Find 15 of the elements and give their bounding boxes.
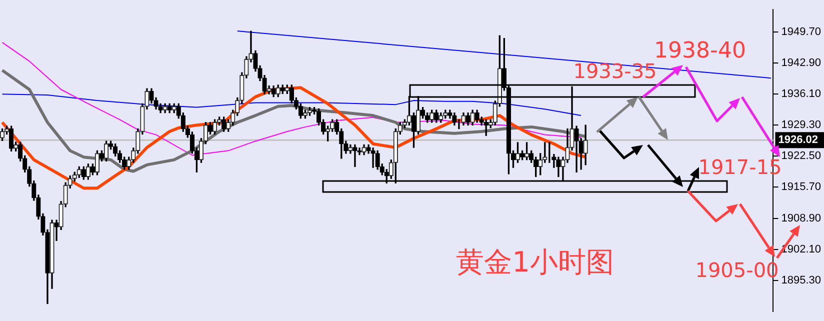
annotation: 黄金1小时图 — [456, 245, 614, 278]
annotation: 1938-40 — [654, 38, 746, 64]
y-tick-label: 1915.70 — [781, 181, 822, 194]
candlestick — [370, 148, 376, 168]
y-tick-label: 1936.10 — [781, 88, 822, 100]
candlestick — [352, 144, 358, 167]
y-tick-label: 1922.50 — [781, 150, 822, 162]
y-tick-label: 1929.30 — [781, 119, 822, 132]
y-tick-label: 1949.70 — [781, 26, 822, 38]
candlestick — [54, 220, 59, 241]
y-tick-label: 1895.30 — [781, 274, 822, 286]
y-tick-label: 1942.90 — [781, 57, 822, 70]
annotation: 1933-35 — [573, 59, 657, 84]
ref-line-label: 1926.02 — [778, 134, 818, 146]
y-tick-label: 1908.90 — [781, 212, 822, 224]
